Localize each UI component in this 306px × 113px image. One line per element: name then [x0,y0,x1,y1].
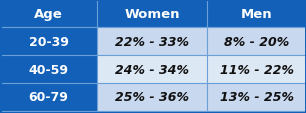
Text: 13% - 25%: 13% - 25% [219,91,293,104]
Text: 22% - 33%: 22% - 33% [115,35,189,48]
Text: 40-59: 40-59 [28,63,69,76]
Bar [97,55,207,83]
Bar [0,28,97,55]
Text: Men: Men [241,7,272,20]
Text: Age: Age [34,7,63,20]
Bar [207,83,306,111]
Text: 24% - 34%: 24% - 34% [115,63,189,76]
Bar [0,83,97,111]
Text: 25% - 36%: 25% - 36% [115,91,189,104]
Bar [97,0,207,28]
Text: 20-39: 20-39 [28,35,69,48]
Text: 11% - 22%: 11% - 22% [219,63,293,76]
Bar [97,28,207,55]
Text: 8% - 20%: 8% - 20% [224,35,289,48]
Bar [207,0,306,28]
Bar [0,0,97,28]
Bar [207,55,306,83]
Text: Women: Women [124,7,180,20]
Text: 60-79: 60-79 [28,91,69,104]
Bar [97,83,207,111]
Bar [0,55,97,83]
Bar [207,28,306,55]
